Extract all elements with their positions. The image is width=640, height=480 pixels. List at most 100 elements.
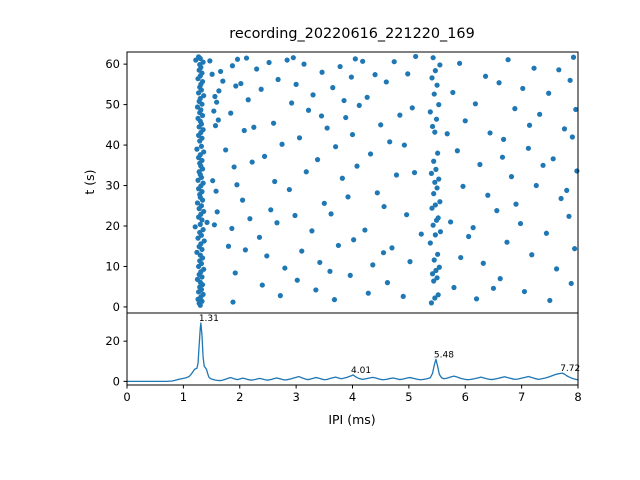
scatter-point bbox=[211, 222, 217, 228]
scatter-point bbox=[487, 130, 493, 136]
scatter-point bbox=[309, 228, 315, 234]
scatter-point bbox=[413, 53, 419, 60]
scatter-point bbox=[274, 220, 280, 226]
scatter-point bbox=[196, 54, 202, 60]
scatter-point bbox=[409, 105, 415, 111]
scatter-point bbox=[305, 107, 312, 113]
y-tick-label: 50 bbox=[105, 98, 120, 112]
scatter-point bbox=[460, 183, 466, 189]
scatter-point bbox=[200, 180, 206, 186]
scatter-point bbox=[389, 245, 395, 251]
scatter-point bbox=[433, 166, 439, 172]
scatter-y-axis-label: t (s) bbox=[82, 169, 97, 194]
scatter-point bbox=[429, 123, 436, 130]
scatter-point bbox=[223, 147, 229, 153]
scatter-point bbox=[521, 288, 528, 295]
y-tick-label: 30 bbox=[105, 179, 120, 193]
peak-annotation-label: 5.48 bbox=[434, 350, 454, 360]
scatter-point bbox=[251, 124, 257, 130]
scatter-point bbox=[380, 250, 387, 256]
scatter-point bbox=[505, 57, 511, 63]
scatter-point bbox=[303, 169, 309, 175]
scatter-point bbox=[233, 83, 239, 89]
scatter-point bbox=[462, 118, 468, 124]
scatter-point bbox=[512, 106, 518, 112]
scatter-point bbox=[546, 90, 552, 96]
scatter-point bbox=[207, 58, 213, 64]
scatter-point bbox=[241, 127, 247, 134]
scatter-point bbox=[264, 253, 270, 259]
scatter-point bbox=[330, 85, 336, 91]
scatter-point bbox=[561, 126, 568, 132]
scatter-point bbox=[214, 209, 220, 215]
scatter-point bbox=[192, 224, 198, 230]
scatter-point bbox=[517, 220, 524, 227]
scatter-point bbox=[199, 298, 205, 304]
histogram-line bbox=[126, 322, 579, 383]
scatter-point bbox=[259, 282, 265, 288]
scatter-point bbox=[572, 246, 578, 252]
scatter-point bbox=[261, 153, 268, 159]
scatter-point bbox=[568, 280, 574, 287]
scatter-point bbox=[401, 142, 407, 148]
scatter-point bbox=[328, 211, 334, 217]
scatter-point bbox=[407, 259, 413, 265]
scatter-point bbox=[364, 94, 370, 100]
x-tick-label: 0 bbox=[123, 390, 130, 404]
scatter-point bbox=[351, 237, 357, 243]
scatter-point bbox=[472, 101, 478, 107]
scatter-point bbox=[431, 191, 437, 197]
scatter-point bbox=[432, 232, 438, 238]
scatter-point bbox=[201, 266, 207, 272]
scatter-point bbox=[201, 149, 207, 155]
scatter-point bbox=[435, 292, 441, 298]
scatter-point bbox=[434, 185, 440, 191]
scatter-point bbox=[384, 280, 391, 286]
scatter-point bbox=[317, 259, 323, 266]
scatter-point bbox=[356, 102, 362, 109]
scatter-point bbox=[282, 265, 288, 271]
scatter-point bbox=[525, 145, 531, 151]
scatter-point bbox=[349, 131, 356, 138]
scatter-point bbox=[451, 284, 457, 291]
scatter-point bbox=[277, 293, 283, 299]
scatter-point bbox=[431, 278, 437, 284]
scatter-point bbox=[200, 291, 206, 297]
scatter-point bbox=[234, 182, 240, 188]
scatter-point bbox=[292, 212, 298, 219]
scatter-point bbox=[284, 57, 290, 63]
scatter-point bbox=[256, 234, 263, 240]
scatter-point bbox=[537, 111, 543, 117]
scatter-point bbox=[275, 76, 281, 83]
scatter-point bbox=[197, 221, 203, 227]
scatter-point bbox=[574, 168, 580, 174]
scatter-point bbox=[485, 192, 491, 198]
scatter-point bbox=[480, 260, 486, 266]
scatter-point bbox=[354, 163, 360, 169]
scatter-point bbox=[428, 170, 435, 176]
scatter-point bbox=[213, 188, 219, 194]
scatter-point bbox=[341, 97, 347, 104]
scatter-point bbox=[391, 59, 397, 65]
scatter-point bbox=[429, 205, 435, 211]
scatter-point bbox=[238, 80, 244, 87]
scatter-point bbox=[431, 158, 437, 164]
scatter-point bbox=[194, 200, 201, 206]
scatter-point bbox=[550, 156, 556, 162]
scatter-point bbox=[201, 238, 207, 244]
scatter-point bbox=[212, 93, 218, 100]
page-title: recording_20220616_221220_169 bbox=[229, 26, 474, 42]
histogram-axes-frame bbox=[126, 312, 579, 386]
scatter-point bbox=[318, 113, 325, 119]
scatter-point bbox=[314, 157, 321, 163]
scatter-point bbox=[194, 276, 201, 283]
scatter-point bbox=[258, 86, 264, 92]
scatter-point bbox=[370, 262, 376, 268]
scatter-point bbox=[352, 56, 358, 62]
scatter-point bbox=[437, 229, 444, 235]
scatter-point bbox=[293, 81, 299, 87]
scatter-point bbox=[310, 92, 316, 98]
scatter-point bbox=[418, 231, 424, 237]
scatter-point bbox=[378, 122, 384, 128]
